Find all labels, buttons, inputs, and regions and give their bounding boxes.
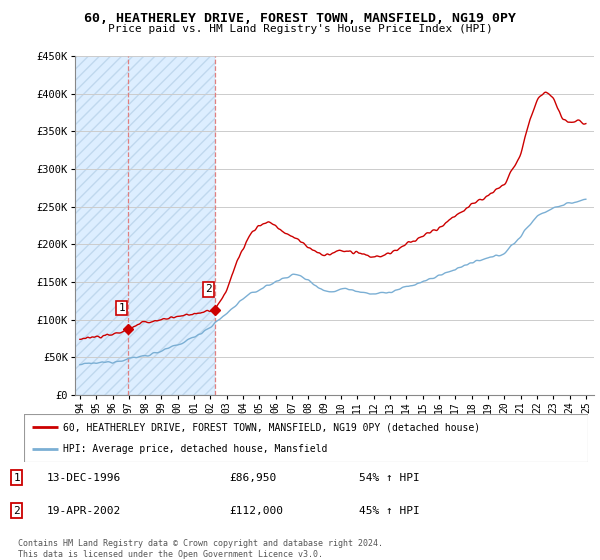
Text: Contains HM Land Registry data © Crown copyright and database right 2024.
This d: Contains HM Land Registry data © Crown c…	[18, 539, 383, 559]
Text: 2: 2	[13, 506, 20, 516]
Text: 1: 1	[13, 473, 20, 483]
Text: £112,000: £112,000	[229, 506, 283, 516]
Text: 60, HEATHERLEY DRIVE, FOREST TOWN, MANSFIELD, NG19 0PY (detached house): 60, HEATHERLEY DRIVE, FOREST TOWN, MANSF…	[64, 422, 481, 432]
Text: 13-DEC-1996: 13-DEC-1996	[47, 473, 121, 483]
Text: 45% ↑ HPI: 45% ↑ HPI	[359, 506, 419, 516]
Text: 54% ↑ HPI: 54% ↑ HPI	[359, 473, 419, 483]
Text: 19-APR-2002: 19-APR-2002	[47, 506, 121, 516]
Text: Price paid vs. HM Land Registry's House Price Index (HPI): Price paid vs. HM Land Registry's House …	[107, 24, 493, 34]
Text: £86,950: £86,950	[229, 473, 277, 483]
Bar	[75, 56, 215, 395]
Text: HPI: Average price, detached house, Mansfield: HPI: Average price, detached house, Mans…	[64, 444, 328, 454]
Bar	[75, 56, 215, 395]
Text: 60, HEATHERLEY DRIVE, FOREST TOWN, MANSFIELD, NG19 0PY: 60, HEATHERLEY DRIVE, FOREST TOWN, MANSF…	[84, 12, 516, 25]
Text: 2: 2	[205, 284, 212, 295]
Text: 1: 1	[118, 304, 125, 313]
